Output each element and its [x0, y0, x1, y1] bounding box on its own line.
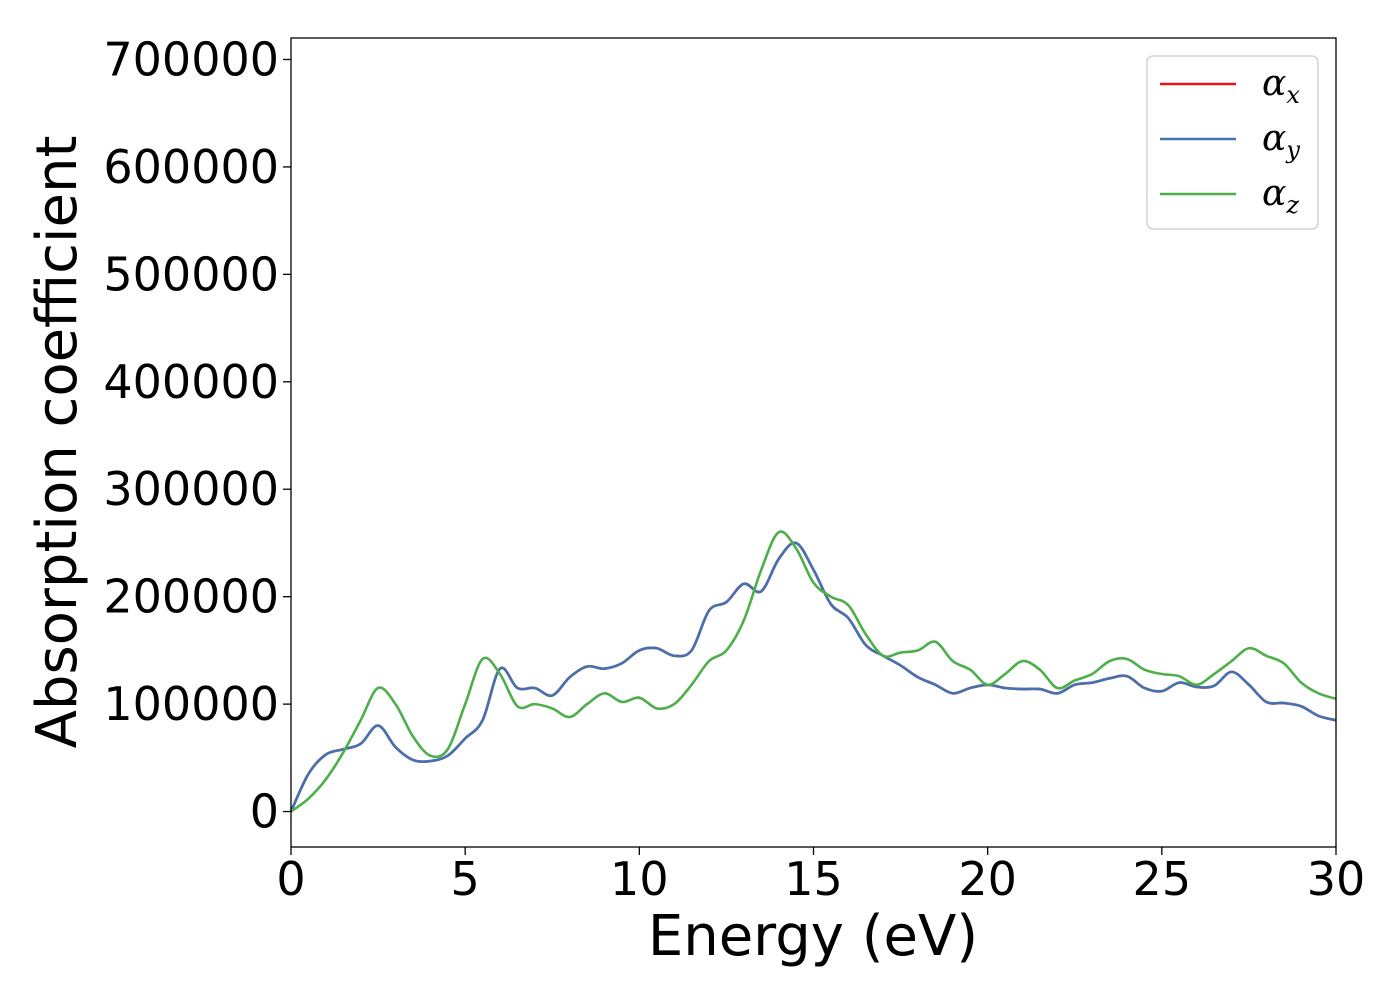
y-tick-label: 600000	[103, 140, 279, 194]
x-axis-ticks: 0 5 10 15 20 25 30	[276, 847, 1365, 906]
y-tick-label: 100000	[103, 677, 279, 731]
x-tick-label: 20	[958, 852, 1017, 906]
legend-box	[1146, 55, 1319, 230]
plot-frame	[290, 37, 1337, 848]
legend-label-alpha-y: αy	[1262, 118, 1300, 164]
series-lines	[289, 530, 1337, 813]
x-axis-title: Energy (eV)	[648, 904, 978, 969]
y-tick-label: 300000	[103, 462, 279, 516]
y-tick-label: 500000	[103, 247, 279, 301]
x-tick-label: 5	[451, 852, 480, 906]
series-line-alpha-y	[289, 541, 1337, 813]
y-tick-label: 400000	[103, 355, 279, 409]
x-tick-label: 0	[276, 852, 305, 906]
y-axis-title: Absorption coefficient	[25, 136, 90, 749]
y-tick-label: 700000	[103, 32, 279, 86]
x-tick-label: 30	[1307, 852, 1366, 906]
legend-label-alpha-x: αx	[1262, 63, 1300, 109]
legend: αx αy αz	[1146, 55, 1319, 230]
x-tick-label: 15	[784, 852, 843, 906]
y-axis-ticks: 0 100000 200000 300000 400000 500000 600000 700…	[103, 32, 291, 839]
x-tick-label: 10	[610, 852, 669, 906]
series-line-alpha-z	[290, 530, 1337, 813]
legend-label-alpha-z: αz	[1262, 173, 1299, 219]
legend-items: αx αy αz	[1160, 63, 1300, 219]
y-tick-label: 200000	[103, 570, 279, 624]
x-tick-label: 25	[1133, 852, 1192, 906]
y-tick-label: 0	[250, 785, 279, 839]
